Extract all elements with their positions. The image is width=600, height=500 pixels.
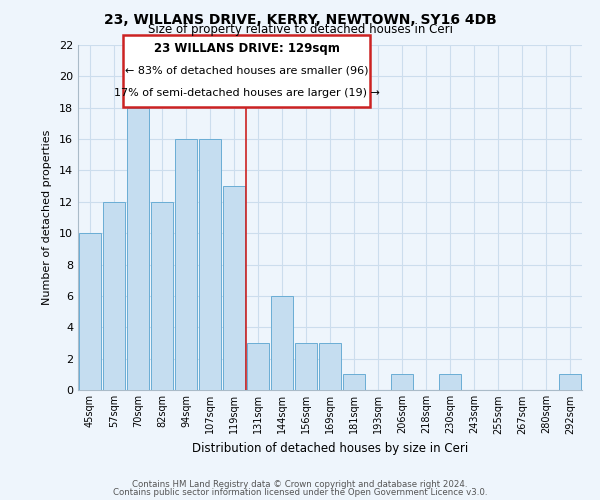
Bar [199,139,221,390]
X-axis label: Distribution of detached houses by size in Ceri: Distribution of detached houses by size … [192,442,468,455]
Bar [151,202,173,390]
Bar [559,374,581,390]
Y-axis label: Number of detached properties: Number of detached properties [42,130,52,305]
Text: 23 WILLANS DRIVE: 129sqm: 23 WILLANS DRIVE: 129sqm [154,42,340,54]
Bar [439,374,461,390]
Text: Contains HM Land Registry data © Crown copyright and database right 2024.: Contains HM Land Registry data © Crown c… [132,480,468,489]
Bar [343,374,365,390]
Bar [271,296,293,390]
Text: Size of property relative to detached houses in Ceri: Size of property relative to detached ho… [148,24,452,36]
Text: 23, WILLANS DRIVE, KERRY, NEWTOWN, SY16 4DB: 23, WILLANS DRIVE, KERRY, NEWTOWN, SY16 … [104,12,496,26]
Bar [127,108,149,390]
Bar [247,343,269,390]
Bar [103,202,125,390]
Bar [319,343,341,390]
FancyBboxPatch shape [124,34,370,107]
Text: ← 83% of detached houses are smaller (96): ← 83% of detached houses are smaller (96… [125,66,368,76]
Text: 17% of semi-detached houses are larger (19) →: 17% of semi-detached houses are larger (… [114,88,380,98]
Bar [79,233,101,390]
Bar [391,374,413,390]
Text: Contains public sector information licensed under the Open Government Licence v3: Contains public sector information licen… [113,488,487,497]
Bar [175,139,197,390]
Bar [295,343,317,390]
Bar [223,186,245,390]
